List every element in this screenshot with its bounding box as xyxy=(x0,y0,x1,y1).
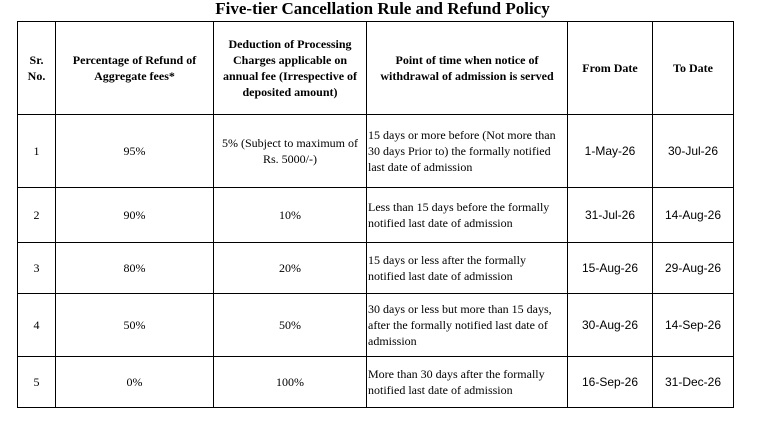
header-deduction: Deduction of Processing Charges applicab… xyxy=(213,21,367,115)
cell-sr-no: 1 xyxy=(17,114,56,188)
cell-refund: 90% xyxy=(55,187,214,243)
page-title: Five-tier Cancellation Rule and Refund P… xyxy=(215,0,550,18)
cell-deduction: 5% (Subject to maximum of Rs. 5000/-) xyxy=(213,114,367,188)
cell-refund: 80% xyxy=(55,242,214,294)
cell-from-date: 1-May-26 xyxy=(567,114,653,188)
table-row: 2 90% 10% Less than 15 days before the f… xyxy=(17,187,734,243)
table-row: 1 95% 5% (Subject to maximum of Rs. 5000… xyxy=(17,114,734,188)
cell-notice: 15 days or less after the formally notif… xyxy=(366,242,568,294)
cell-to-date: 31-Dec-26 xyxy=(652,356,734,408)
refund-policy-table: Sr. No. Percentage of Refund of Aggregat… xyxy=(17,21,734,408)
table-row: 4 50% 50% 30 days or less but more than … xyxy=(17,293,734,357)
table-row: 3 80% 20% 15 days or less after the form… xyxy=(17,242,734,294)
cell-sr-no: 4 xyxy=(17,293,56,357)
cell-notice: 30 days or less but more than 15 days, a… xyxy=(366,293,568,357)
header-to-date: To Date xyxy=(652,21,734,115)
cell-from-date: 15-Aug-26 xyxy=(567,242,653,294)
cell-to-date: 14-Aug-26 xyxy=(652,187,734,243)
table-row: 5 0% 100% More than 30 days after the fo… xyxy=(17,356,734,408)
cell-refund: 95% xyxy=(55,114,214,188)
cell-refund: 50% xyxy=(55,293,214,357)
header-refund-percentage: Percentage of Refund of Aggregate fees* xyxy=(55,21,214,115)
cell-from-date: 30-Aug-26 xyxy=(567,293,653,357)
cell-notice: More than 30 days after the formally not… xyxy=(366,356,568,408)
cell-sr-no: 5 xyxy=(17,356,56,408)
cell-deduction: 50% xyxy=(213,293,367,357)
cell-sr-no: 2 xyxy=(17,187,56,243)
cell-from-date: 31-Jul-26 xyxy=(567,187,653,243)
table-header-row: Sr. No. Percentage of Refund of Aggregat… xyxy=(17,21,734,115)
cell-deduction: 100% xyxy=(213,356,367,408)
cell-to-date: 14-Sep-26 xyxy=(652,293,734,357)
cell-deduction: 20% xyxy=(213,242,367,294)
cell-refund: 0% xyxy=(55,356,214,408)
header-sr-no: Sr. No. xyxy=(17,21,56,115)
cell-from-date: 16-Sep-26 xyxy=(567,356,653,408)
cell-to-date: 30-Jul-26 xyxy=(652,114,734,188)
cell-notice: Less than 15 days before the formally no… xyxy=(366,187,568,243)
cell-to-date: 29-Aug-26 xyxy=(652,242,734,294)
cell-deduction: 10% xyxy=(213,187,367,243)
cell-notice: 15 days or more before (Not more than 30… xyxy=(366,114,568,188)
header-from-date: From Date xyxy=(567,21,653,115)
cell-sr-no: 3 xyxy=(17,242,56,294)
header-notice-time: Point of time when notice of withdrawal … xyxy=(366,21,568,115)
